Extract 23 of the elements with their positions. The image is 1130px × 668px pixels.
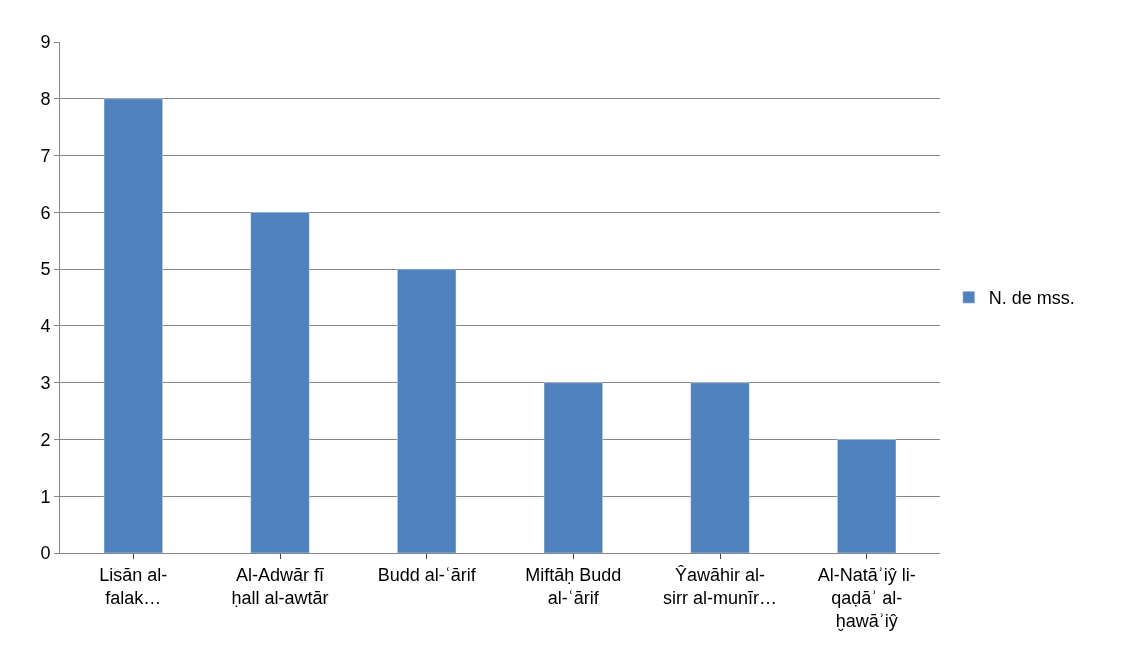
y-tick-label: 2 [40, 429, 51, 450]
x-tick-label: Al-Adwār fī ḥall al-awtār [231, 564, 329, 608]
y-tick-label: 7 [40, 145, 51, 166]
bar [397, 268, 457, 553]
y-tick-label: 9 [40, 32, 51, 53]
y-tick-label: 0 [40, 543, 51, 564]
x-tick-label: Ŷawāhir al-sirr al-munīr… [662, 564, 778, 608]
y-tick-label: 3 [40, 372, 51, 393]
bar [690, 382, 750, 553]
bar [250, 212, 310, 553]
legend-label: N. de mss. [988, 288, 1075, 309]
y-tick-label: 6 [40, 202, 51, 223]
y-tick-label: 1 [40, 486, 51, 507]
bar [103, 98, 163, 553]
y-tick-label: 8 [40, 89, 51, 110]
bar [837, 439, 897, 553]
x-tick-label: Budd al-ʿārif [377, 564, 477, 585]
y-tick-label: 5 [40, 259, 51, 280]
y-tick-label: 4 [40, 316, 51, 337]
bar [543, 382, 603, 553]
x-tick-label: Miftāḥ Budd al-ʿārif [525, 564, 622, 608]
x-tick-label: Al-Natāʾiŷ li-qaḍāʾ al-ḫawāʾiŷ [817, 564, 916, 632]
x-tick-label: Lisān al-falak… [99, 564, 168, 608]
